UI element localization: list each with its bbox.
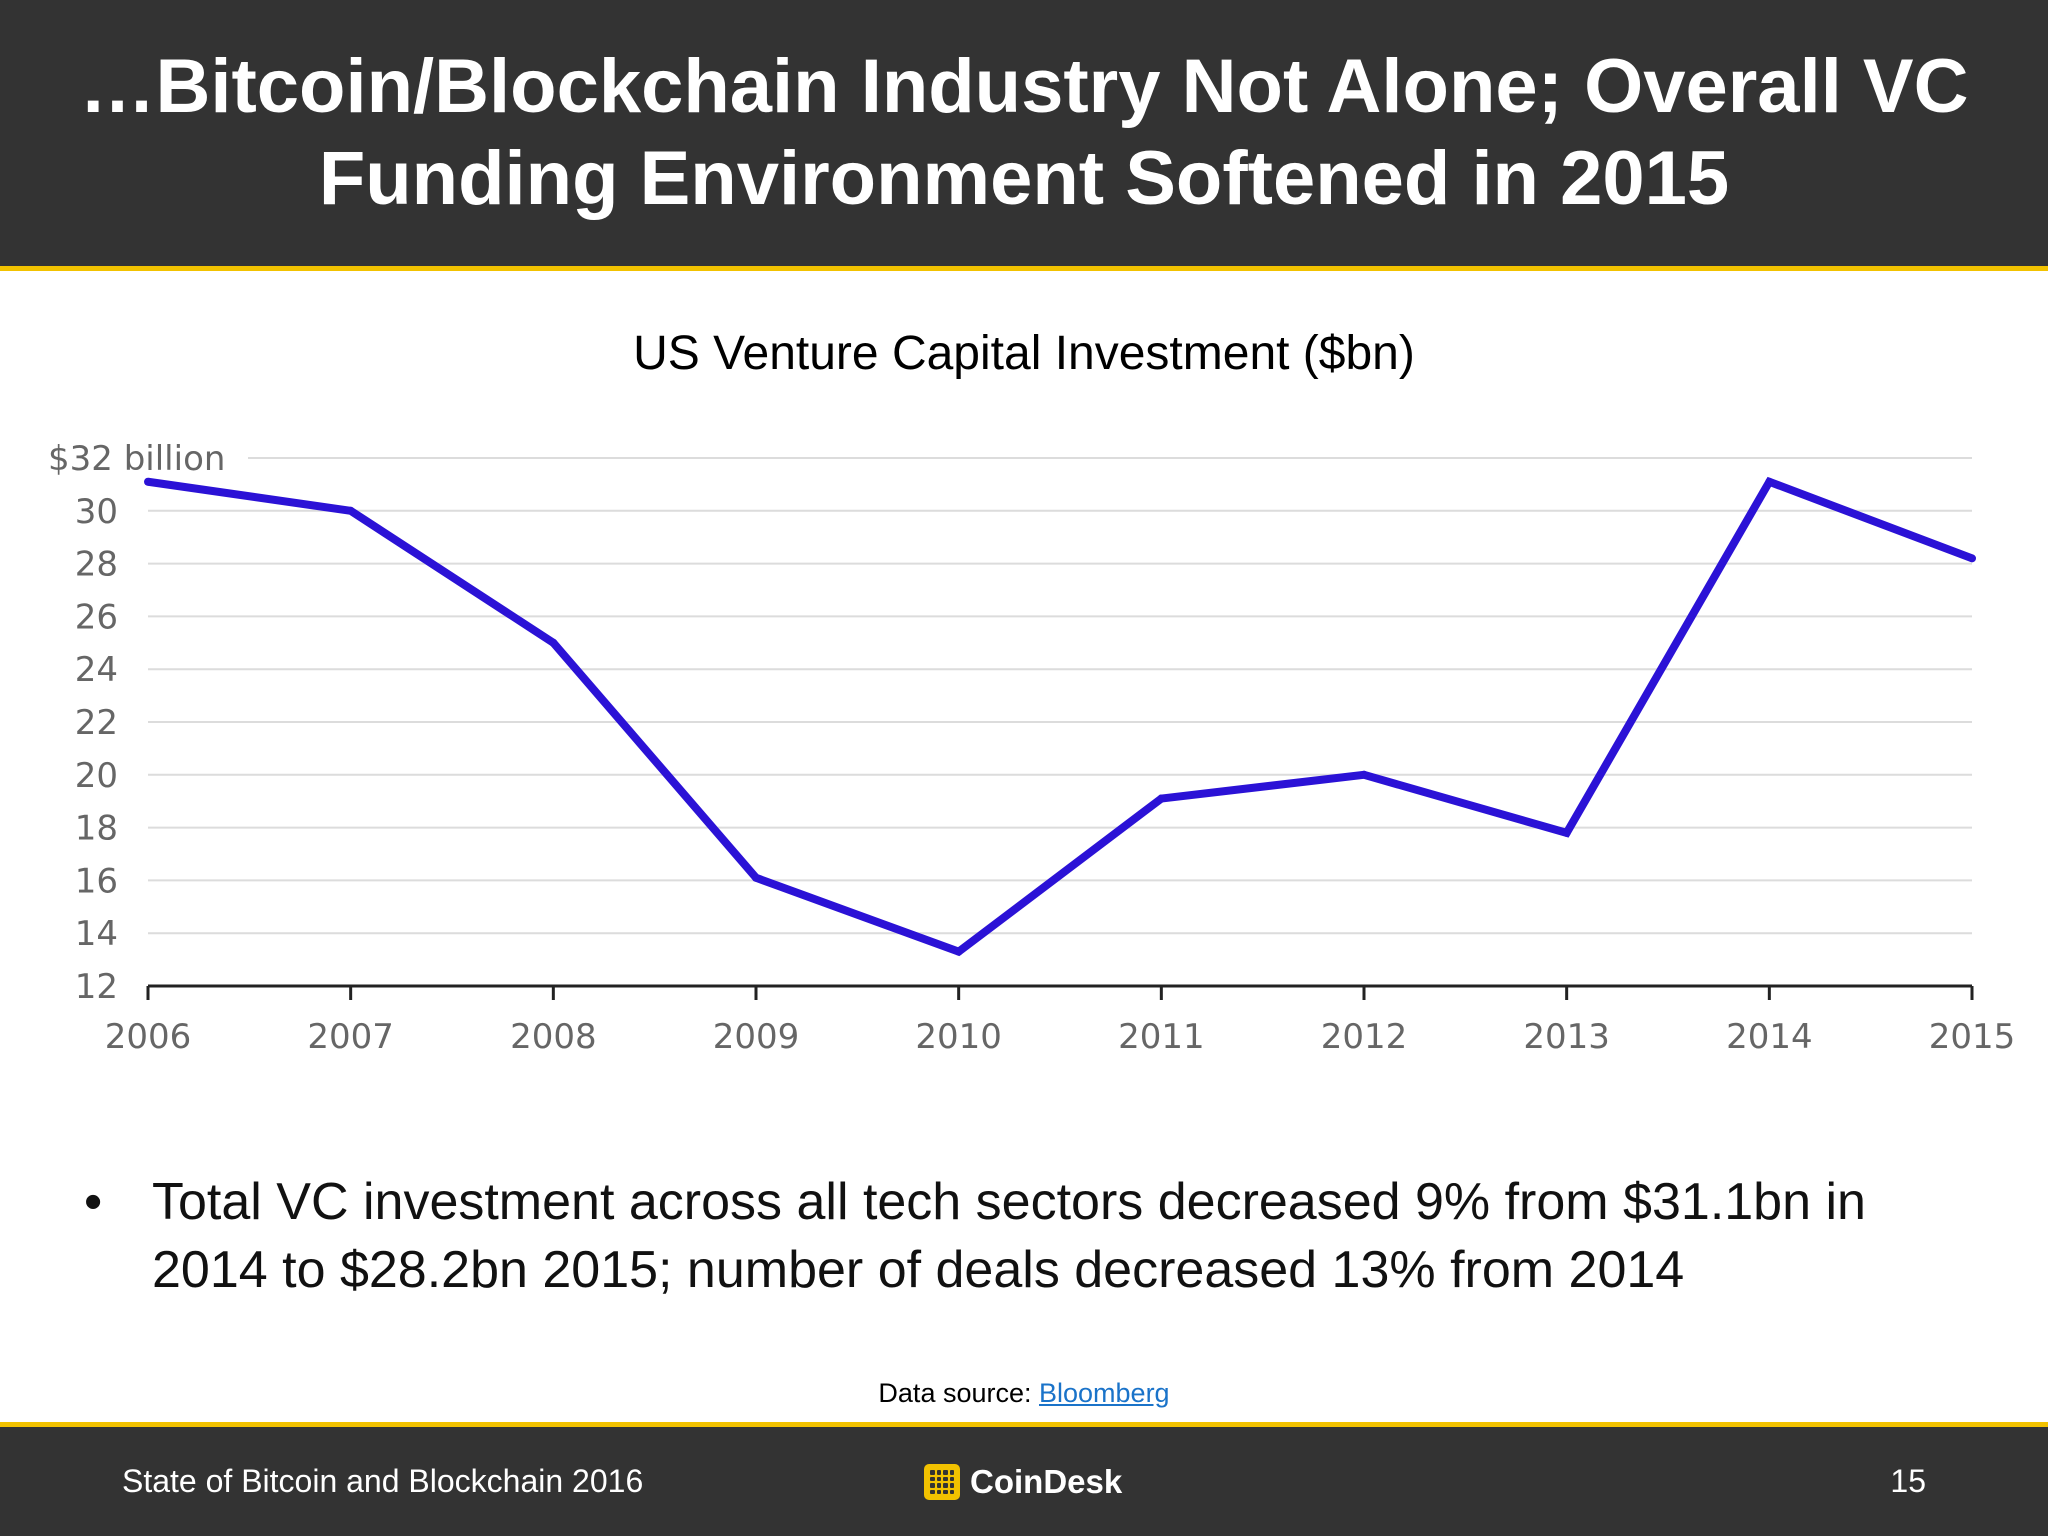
coindesk-logo-icon	[924, 1464, 960, 1500]
data-point	[1562, 828, 1571, 837]
bullet-mark: •	[84, 1173, 103, 1231]
y-tick-label: 22	[75, 703, 118, 743]
x-tick-label: 2008	[510, 1017, 597, 1057]
chart-title: US Venture Capital Investment ($bn)	[633, 327, 1415, 380]
footer-deck-title: State of Bitcoin and Blockchain 2016	[122, 1463, 644, 1499]
y-tick-label: 24	[75, 650, 118, 690]
data-point	[1765, 477, 1774, 486]
y-tick-label: 16	[75, 861, 118, 901]
y-tick-label: 14	[75, 914, 118, 954]
series-line	[147, 476, 1974, 957]
slide-title: …Bitcoin/Blockchain Industry Not Alone; …	[79, 44, 1969, 221]
slide-header: …Bitcoin/Blockchain Industry Not Alone; …	[0, 0, 2048, 271]
x-tick-label: 2007	[307, 1017, 394, 1057]
x-tick-label: 2006	[105, 1017, 192, 1057]
data-point	[1360, 770, 1368, 779]
bullet-point: • Total VC investment across all tech se…	[80, 1168, 1980, 1304]
y-tick-label: $32 billion	[48, 439, 225, 479]
data-point	[549, 638, 558, 647]
data-source: Data source: Bloomberg	[0, 1378, 2048, 1409]
x-tick-label: 2011	[1118, 1017, 1205, 1057]
bullet-text: Total VC investment across all tech sect…	[152, 1173, 1866, 1299]
page-number: 15	[1890, 1463, 1926, 1499]
data-point	[144, 477, 152, 486]
y-tick-label: 28	[75, 545, 118, 585]
y-tick-label: 20	[75, 756, 118, 796]
data-point	[346, 506, 355, 515]
y-tick-label: 12	[75, 967, 118, 1007]
data-point	[752, 873, 760, 882]
slide-footer: State of Bitcoin and Blockchain 2016 Coi…	[0, 1422, 2048, 1536]
y-tick-label: 18	[75, 809, 118, 849]
y-tick-label: 26	[75, 597, 118, 637]
source-link[interactable]: Bloomberg	[1039, 1378, 1170, 1408]
x-tick-label: 2013	[1523, 1017, 1610, 1057]
y-tick-label: 30	[75, 492, 118, 532]
data-point	[954, 947, 963, 956]
line-chart: 12 14 16 18 20 22 24 26 28 30 $32 billion 2006 2007 2…	[48, 439, 2016, 1057]
source-label: Data source:	[878, 1378, 1039, 1408]
x-tick-label: 2010	[915, 1017, 1002, 1057]
coindesk-logo-text: CoinDesk	[970, 1463, 1123, 1500]
coindesk-logo: CoinDesk	[924, 1463, 1122, 1501]
x-tick-label: 2012	[1321, 1017, 1408, 1057]
data-point	[1157, 794, 1166, 803]
x-tick-label: 2009	[713, 1017, 800, 1057]
x-tick-label: 2015	[1929, 1017, 2016, 1057]
data-point	[1968, 554, 1976, 563]
x-tick-label: 2014	[1726, 1017, 1813, 1057]
